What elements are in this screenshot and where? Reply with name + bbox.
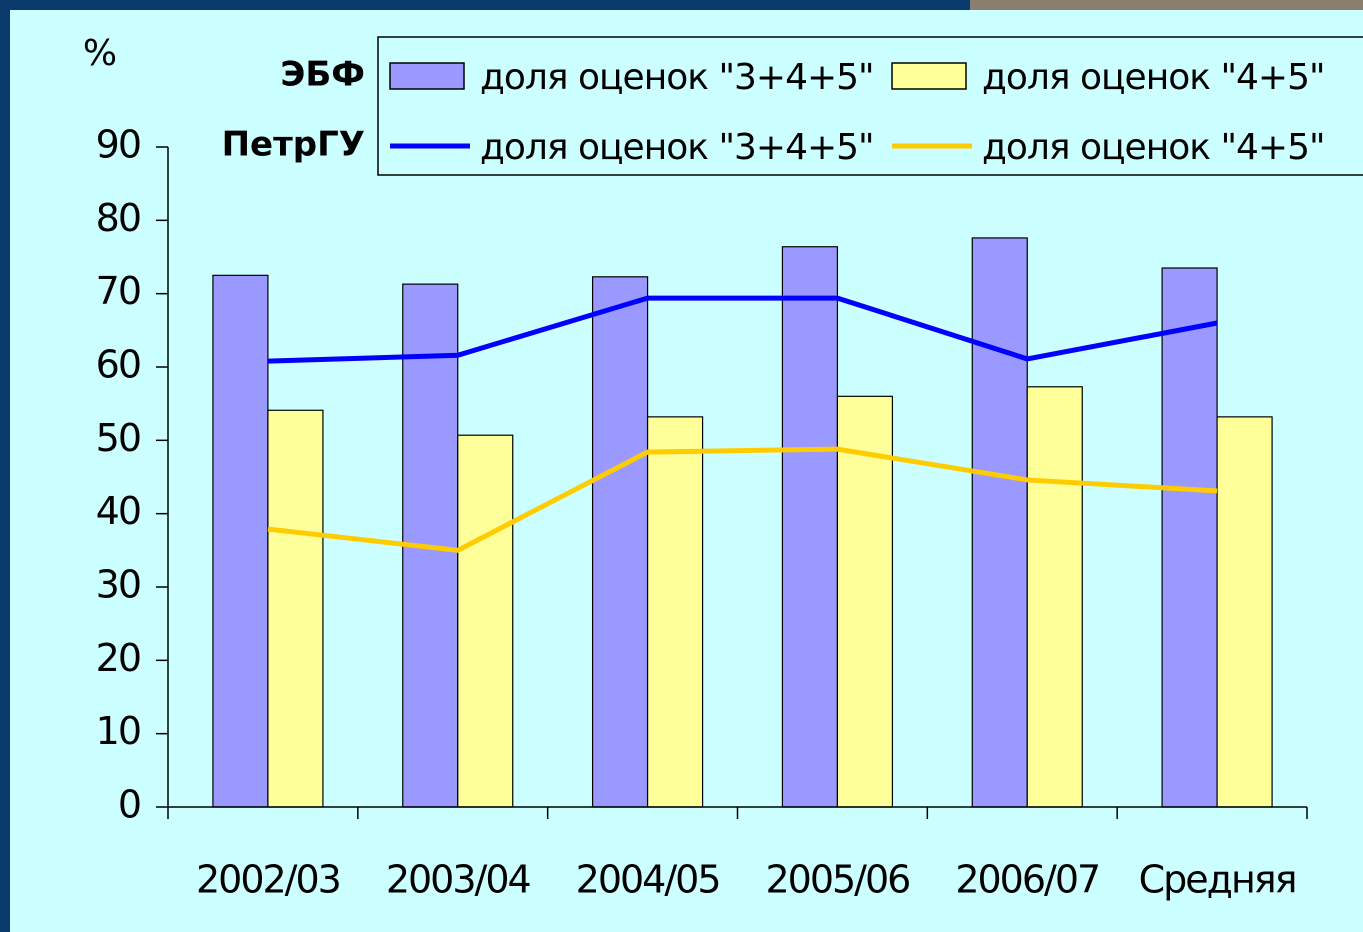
bar (1162, 268, 1217, 807)
legend-swatch (892, 63, 966, 89)
y-tick-label: 50 (96, 416, 140, 460)
legend-swatch (390, 63, 464, 89)
corner-image (970, 0, 1363, 10)
legend-label: доля оценок "3+4+5" (480, 57, 874, 98)
y-tick-label: 30 (96, 563, 140, 607)
y-axis-label: % (83, 33, 117, 74)
legend-row-label: ЭБФ (280, 55, 365, 95)
bar (593, 277, 648, 807)
y-tick-label: 40 (96, 489, 140, 533)
legend-row-label: ПетрГУ (222, 125, 365, 165)
bar (782, 247, 837, 807)
y-tick-label: 90 (96, 123, 140, 167)
y-tick-label: 60 (96, 343, 140, 387)
x-tick-label: 2003/04 (386, 858, 531, 902)
x-tick-label: 2006/07 (955, 858, 1099, 902)
x-tick-label: 2002/03 (196, 858, 340, 902)
legend-label: доля оценок "3+4+5" (480, 127, 874, 168)
legend-label: доля оценок "4+5" (982, 57, 1325, 98)
x-tick-label: 2004/05 (576, 858, 720, 902)
y-tick-label: 70 (96, 269, 140, 313)
bar (213, 275, 268, 807)
x-tick-label: 2005/06 (765, 858, 909, 902)
legend-label: доля оценок "4+5" (982, 127, 1325, 168)
bar (1217, 417, 1272, 807)
y-tick-label: 80 (96, 196, 140, 240)
y-tick-label: 10 (96, 709, 140, 753)
bar (972, 238, 1027, 807)
y-tick-label: 20 (96, 636, 140, 680)
x-tick-label: Средняя (1139, 858, 1296, 902)
page: {"chart_data": {"type": "bar", "y_label"… (0, 0, 1363, 932)
bar (648, 417, 703, 807)
bar (268, 410, 323, 807)
y-tick-label: 0 (118, 783, 140, 827)
chart: % 0 10 20 30 40 50 60 70 80 90 2002/03 2003/04 2004/… (0, 0, 1363, 932)
bar (1027, 387, 1082, 807)
bar (458, 435, 513, 807)
